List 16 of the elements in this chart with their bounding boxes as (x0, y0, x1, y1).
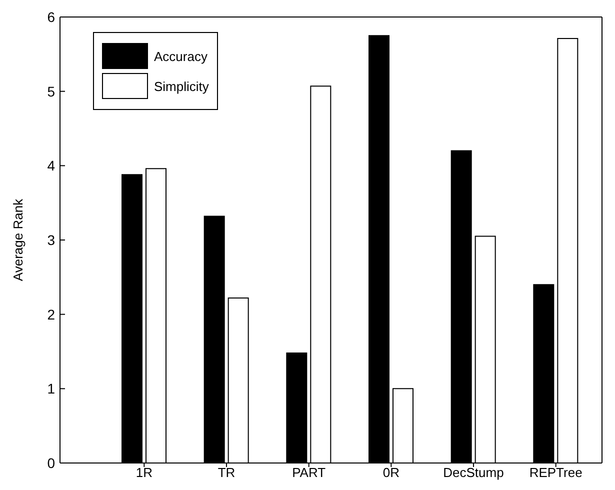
x-tick-label: REPTree (529, 465, 582, 480)
x-tick-label: 0R (382, 465, 400, 480)
y-tick-label: 4 (47, 158, 56, 174)
x-tick-label: TR (218, 465, 236, 480)
y-axis-title: Average Rank (10, 198, 26, 282)
y-tick-label: 1 (47, 380, 56, 397)
y-tick-label: 2 (47, 306, 56, 322)
y-tick-label: 5 (47, 83, 56, 100)
x-tick-label: PART (292, 465, 326, 480)
x-tick-label: DecStump (443, 465, 504, 480)
legend-label: Accuracy (154, 48, 208, 64)
y-tick-label: 6 (47, 8, 56, 25)
y-tick-label: 0 (47, 454, 56, 471)
legend-label: Simplicity (154, 78, 209, 94)
y-tick-label: 3 (47, 232, 56, 248)
x-tick-label: 1R (136, 465, 152, 480)
